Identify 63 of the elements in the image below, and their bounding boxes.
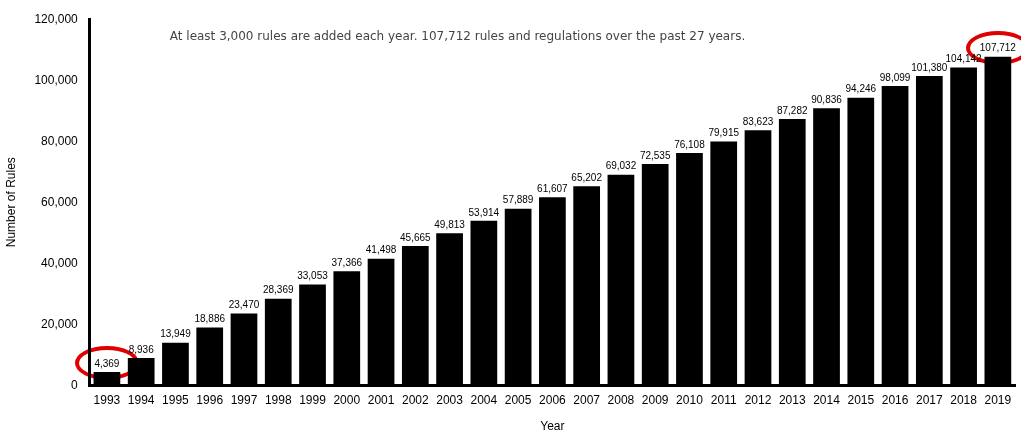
data-label: 45,665 bbox=[400, 231, 432, 243]
data-label: 33,053 bbox=[297, 270, 329, 282]
x-tick-label: 2004 bbox=[470, 392, 498, 407]
x-tick-label: 2003 bbox=[436, 392, 464, 407]
y-tick-label: 80,000 bbox=[41, 133, 79, 148]
data-label: 18,886 bbox=[194, 313, 226, 325]
x-tick-label: 2006 bbox=[539, 392, 567, 407]
y-tick-label: 100,000 bbox=[34, 72, 79, 87]
y-tick-label: 40,000 bbox=[41, 255, 79, 270]
data-label: 98,099 bbox=[879, 71, 911, 83]
x-tick-label: 1999 bbox=[299, 392, 327, 407]
x-tick-label: 2014 bbox=[813, 392, 841, 407]
data-label: 49,813 bbox=[434, 219, 466, 231]
x-tick-label: 2018 bbox=[950, 392, 978, 407]
x-tick-label: 2015 bbox=[847, 392, 875, 407]
data-label: 69,032 bbox=[605, 160, 637, 172]
data-label: 37,366 bbox=[331, 256, 363, 268]
data-label: 65,202 bbox=[571, 172, 603, 184]
x-tick-label: 1993 bbox=[93, 392, 121, 407]
y-tick-label: 20,000 bbox=[41, 316, 79, 331]
data-label: 8,936 bbox=[128, 343, 155, 355]
data-label: 83,623 bbox=[742, 115, 774, 127]
data-label: 4,369 bbox=[94, 357, 120, 369]
data-label: 41,498 bbox=[365, 244, 397, 256]
data-label: 72,535 bbox=[639, 149, 671, 161]
x-tick-label: 1995 bbox=[162, 392, 190, 407]
x-tick-label: 2011 bbox=[710, 392, 737, 407]
x-tick-label: 2009 bbox=[641, 392, 669, 407]
x-tick-label: 2019 bbox=[984, 392, 1012, 407]
x-tick-label: 1994 bbox=[127, 392, 155, 407]
data-label: 87,282 bbox=[776, 104, 808, 116]
x-tick-label: 2000 bbox=[333, 392, 361, 407]
x-tick-label: 2002 bbox=[401, 392, 429, 407]
data-label: 13,949 bbox=[160, 328, 192, 340]
y-tick-label: 120,000 bbox=[34, 11, 79, 26]
data-label: 90,836 bbox=[811, 93, 843, 105]
data-label: 23,470 bbox=[228, 299, 260, 311]
x-tick-label: 2010 bbox=[676, 392, 704, 407]
x-tick-label: 2016 bbox=[881, 392, 909, 407]
y-tick-label: 60,000 bbox=[41, 194, 79, 209]
data-label: 76,108 bbox=[674, 138, 706, 150]
x-tick-label: 1998 bbox=[264, 392, 292, 407]
x-tick-label: 2008 bbox=[607, 392, 635, 407]
data-label: 53,914 bbox=[468, 206, 500, 218]
data-label: 101,380 bbox=[911, 61, 948, 73]
x-tick-label: 2013 bbox=[778, 392, 806, 407]
text: At least 3,000 rules are added each year. 107,712 rules and regulations over the past 27 years. bbox=[169, 29, 746, 44]
x-tick-label: 1997 bbox=[230, 392, 258, 407]
x-tick-label: 2005 bbox=[504, 392, 532, 407]
data-label: 57,889 bbox=[502, 194, 534, 206]
x-tick-label: 2012 bbox=[744, 392, 772, 407]
data-label: 28,369 bbox=[262, 284, 294, 296]
data-label: 61,607 bbox=[537, 183, 569, 195]
data-label: 107,712 bbox=[979, 42, 1017, 54]
data-label: 94,246 bbox=[845, 83, 877, 95]
x-tick-label: 1996 bbox=[196, 392, 224, 407]
x-axis-title: Year bbox=[540, 419, 565, 434]
data-label: 79,915 bbox=[708, 127, 740, 139]
y-axis-title: Number of Rules bbox=[3, 157, 18, 248]
x-tick-label: 2017 bbox=[915, 392, 943, 407]
y-tick-label: 0 bbox=[71, 377, 79, 392]
x-tick-label: 2001 bbox=[367, 392, 395, 407]
x-tick-label: 2007 bbox=[573, 392, 601, 407]
